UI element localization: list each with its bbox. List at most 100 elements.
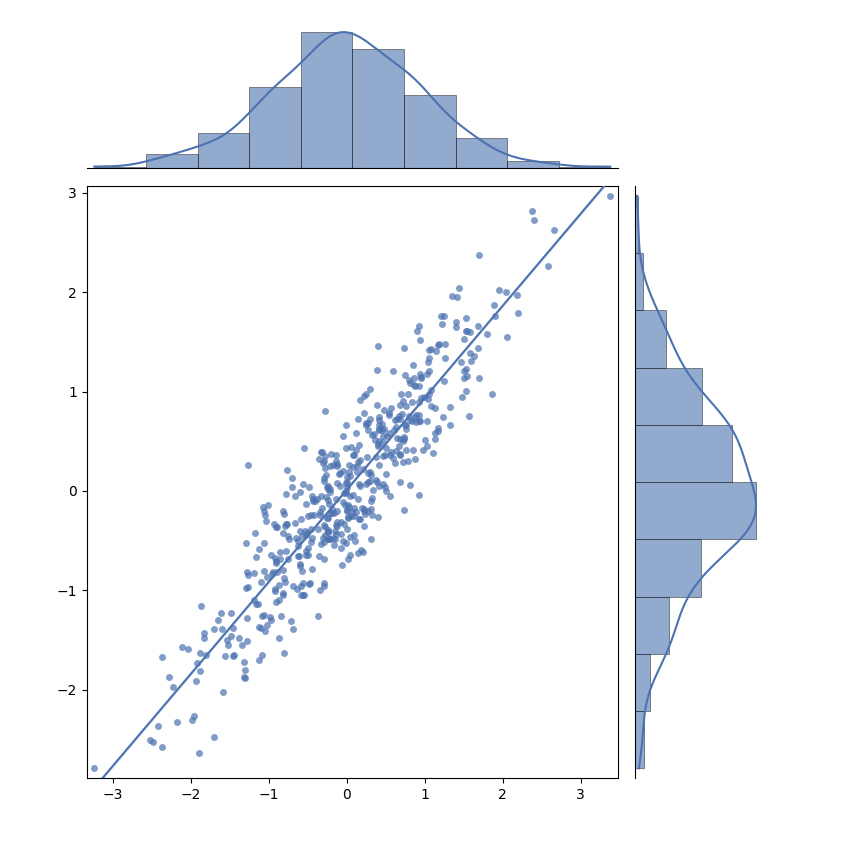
Point [239, 581, 253, 595]
Point [371, 437, 385, 450]
Point [311, 522, 325, 536]
Point [279, 517, 293, 530]
Point [492, 283, 506, 297]
Point [320, 493, 334, 507]
Point [286, 471, 300, 485]
Point [375, 423, 389, 437]
Bar [94, 167, 146, 168]
Point [431, 424, 445, 437]
Point [329, 492, 343, 506]
Point [457, 332, 471, 345]
Point [273, 631, 287, 645]
Point [274, 552, 288, 566]
Point [340, 498, 354, 512]
Point [320, 525, 334, 539]
Point [357, 389, 371, 403]
Point [301, 509, 315, 523]
Point [318, 454, 332, 468]
Point [366, 483, 380, 497]
Point [281, 517, 294, 530]
Point [338, 486, 352, 500]
Point [372, 413, 386, 426]
Point [322, 497, 336, 510]
Point [270, 565, 284, 579]
Point [331, 515, 345, 529]
Point [297, 588, 311, 602]
Point [437, 310, 451, 323]
Point [307, 508, 320, 522]
Bar [635, 711, 643, 768]
Point [216, 685, 229, 699]
Point [429, 402, 443, 415]
Point [276, 585, 290, 599]
Point [320, 512, 334, 525]
Point [396, 435, 410, 448]
Point [216, 622, 229, 635]
Point [345, 505, 359, 519]
Point [361, 475, 375, 488]
Point [401, 387, 415, 400]
Point [344, 441, 358, 454]
Point [318, 475, 332, 488]
Point [279, 487, 293, 501]
Point [481, 327, 494, 341]
Point [276, 588, 290, 602]
Point [237, 672, 251, 685]
Point [314, 537, 328, 551]
Point [339, 419, 353, 432]
Point [445, 289, 459, 303]
Point [357, 519, 371, 533]
Point [315, 446, 329, 459]
Point [152, 720, 165, 733]
Point [258, 508, 272, 522]
Point [355, 501, 369, 514]
Point [241, 580, 255, 594]
Point [376, 436, 390, 449]
Point [413, 367, 427, 381]
Point [382, 426, 396, 439]
Point [302, 577, 316, 591]
Point [352, 478, 365, 492]
Point [269, 519, 283, 533]
Point [272, 594, 286, 607]
Point [181, 642, 195, 656]
Point [330, 459, 344, 473]
Point [395, 387, 409, 400]
Point [261, 497, 275, 511]
Point [317, 576, 331, 590]
Point [333, 466, 347, 480]
Point [261, 618, 275, 631]
Point [388, 456, 402, 470]
Bar [635, 596, 669, 654]
Point [398, 443, 412, 457]
Point [459, 311, 473, 325]
Point [390, 412, 404, 426]
Point [349, 443, 363, 457]
Point [372, 459, 385, 472]
Point [313, 489, 327, 503]
Point [288, 516, 301, 530]
Point [350, 426, 364, 440]
Point [397, 432, 410, 446]
Point [274, 609, 288, 623]
Point [316, 457, 330, 470]
Point [456, 365, 470, 378]
Point [403, 414, 417, 427]
Point [346, 448, 359, 462]
Point [365, 428, 378, 442]
Point [352, 412, 365, 426]
Point [462, 409, 476, 423]
Point [306, 495, 320, 508]
Bar [635, 196, 638, 253]
Point [279, 575, 293, 589]
Point [270, 520, 284, 534]
Point [408, 380, 422, 393]
Point [320, 525, 334, 539]
Point [414, 371, 428, 384]
Point [372, 418, 386, 431]
Point [340, 470, 354, 483]
Point [392, 439, 406, 453]
Point [359, 419, 372, 432]
Point [435, 310, 449, 323]
Point [424, 343, 438, 356]
